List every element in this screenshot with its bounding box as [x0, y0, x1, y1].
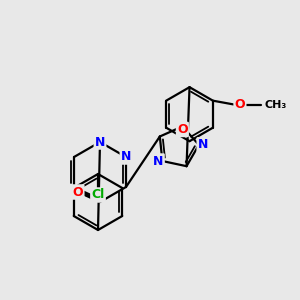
- Text: Cl: Cl: [92, 188, 105, 202]
- Text: CH₃: CH₃: [265, 100, 287, 110]
- Text: N: N: [95, 136, 105, 148]
- Text: O: O: [235, 98, 245, 111]
- Text: N: N: [153, 154, 164, 168]
- Text: O: O: [177, 123, 188, 136]
- Text: N: N: [198, 138, 208, 151]
- Text: N: N: [121, 151, 131, 164]
- Text: O: O: [73, 185, 83, 199]
